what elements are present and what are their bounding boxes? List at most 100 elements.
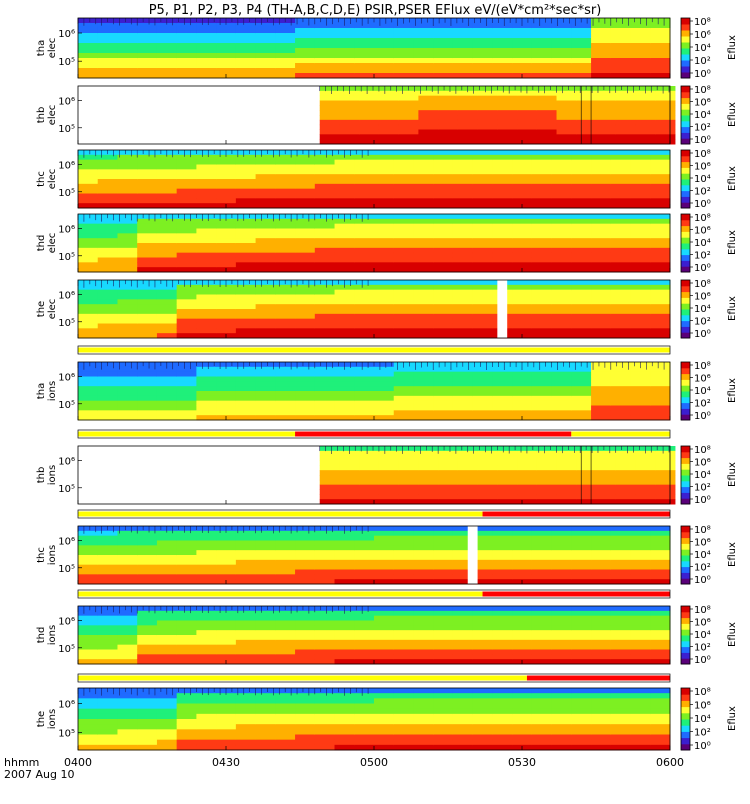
spectrogram-cell — [78, 391, 99, 397]
spectrogram-cell — [156, 713, 178, 720]
spectrogram-cell — [472, 729, 493, 735]
spectrogram-cell — [176, 23, 197, 29]
spectrogram-cell — [398, 499, 419, 505]
spectrogram-cell — [452, 693, 474, 699]
spectrogram-cell — [235, 739, 257, 746]
spectrogram-cell — [319, 470, 340, 476]
spectrogram-cell — [418, 484, 439, 490]
spectrogram-cell — [551, 739, 572, 746]
spectrogram-cell — [615, 105, 636, 111]
y-tick-label: 10⁵ — [58, 644, 75, 655]
spectrogram-cell — [650, 654, 671, 660]
y-tick-label: 10⁵ — [58, 400, 75, 411]
spectrogram-cell — [551, 154, 572, 161]
spectrogram-cell — [295, 724, 316, 730]
spectrogram-cell — [314, 644, 336, 650]
spectrogram-cell — [492, 362, 513, 368]
spectrogram-cell — [492, 386, 513, 392]
spectrogram-cell — [596, 460, 617, 466]
spectrogram-cell — [630, 405, 651, 411]
spectrogram-cell — [630, 620, 651, 626]
spectrogram-cell — [78, 693, 99, 699]
spectrogram-cell — [339, 465, 360, 471]
spectrogram-cell — [275, 703, 296, 710]
spectrogram-cell — [117, 174, 138, 180]
mode-segment — [295, 431, 572, 437]
spectrogram-cell — [359, 124, 380, 130]
spectrogram-cell — [531, 262, 553, 268]
spectrogram-cell — [472, 649, 493, 655]
spectrogram-cell — [334, 381, 355, 387]
spectrogram-cell — [295, 729, 316, 735]
colorbar-band — [681, 155, 690, 163]
spectrogram-cell — [512, 262, 533, 268]
spectrogram-cell — [531, 214, 553, 220]
spectrogram-cell — [531, 43, 553, 49]
spectrogram-cell — [156, 53, 178, 59]
spectrogram-cell — [156, 164, 178, 170]
spectrogram-cell — [512, 649, 533, 655]
spectrogram-cell — [117, 43, 138, 49]
spectrogram-cell — [255, 615, 276, 621]
colorbar-band — [681, 326, 690, 333]
spectrogram-cell — [492, 169, 513, 175]
spectrogram-cell — [97, 73, 118, 79]
spectrogram-cell — [374, 164, 395, 170]
spectrogram-cell — [275, 635, 296, 641]
spectrogram-cell — [556, 470, 577, 476]
spectrogram-cell — [334, 555, 355, 561]
spectrogram-cell — [339, 105, 360, 111]
spectrogram-cell — [571, 366, 592, 373]
spectrogram-cell — [117, 535, 138, 541]
spectrogram-cell — [576, 465, 597, 471]
spectrogram-cell — [596, 479, 617, 486]
spectrogram-cell — [78, 159, 99, 165]
spectrogram-cell — [393, 247, 414, 254]
spectrogram-cell — [492, 179, 513, 185]
spectrogram-cell — [275, 309, 296, 315]
spectrogram-cell — [551, 43, 572, 49]
spectrogram-cell — [551, 150, 572, 156]
spectrogram-cell — [413, 708, 434, 715]
spectrogram-cell — [374, 43, 395, 49]
spectrogram-cell — [196, 555, 217, 561]
spectrogram-cell — [591, 23, 612, 29]
spectrogram-cell — [275, 299, 296, 305]
spectrogram-cell — [176, 18, 197, 24]
spectrogram-cell — [176, 555, 197, 561]
spectrogram-cell — [452, 526, 474, 532]
spectrogram-cell — [497, 450, 518, 457]
spectrogram-cell — [512, 540, 533, 546]
spectrogram-cell — [610, 58, 632, 64]
spectrogram-cell — [255, 238, 276, 244]
spectrogram-cell — [78, 569, 99, 575]
spectrogram-cell — [517, 455, 538, 461]
spectrogram-cell — [591, 579, 612, 585]
spectrogram-cell — [457, 105, 479, 111]
spectrogram-cell — [137, 559, 158, 566]
spectrogram-cell — [536, 460, 558, 466]
spectrogram-cell — [512, 48, 533, 54]
spectrogram-cell — [531, 169, 553, 175]
spectrogram-cell — [374, 267, 395, 273]
spectrogram-cell — [591, 391, 612, 397]
spectrogram-cell — [117, 150, 138, 156]
spectrogram-cell — [339, 115, 360, 121]
spectrogram-cell — [433, 635, 454, 641]
spectrogram-cell — [156, 203, 178, 209]
spectrogram-cell — [551, 395, 572, 402]
spectrogram-cell — [117, 381, 138, 387]
spectrogram-cell — [571, 615, 592, 621]
spectrogram-cell — [137, 68, 158, 74]
spectrogram-cell — [339, 124, 360, 130]
spectrogram-cell — [78, 555, 99, 561]
spectrogram-cell — [275, 68, 296, 74]
spectrogram-cell — [650, 299, 671, 305]
spectrogram-cell — [452, 150, 474, 156]
spectrogram-cell — [650, 615, 671, 621]
spectrogram-cell — [551, 309, 572, 315]
spectrogram-cell — [314, 376, 336, 382]
spectrogram-cell — [650, 73, 671, 79]
spectrogram-cell — [591, 734, 612, 741]
